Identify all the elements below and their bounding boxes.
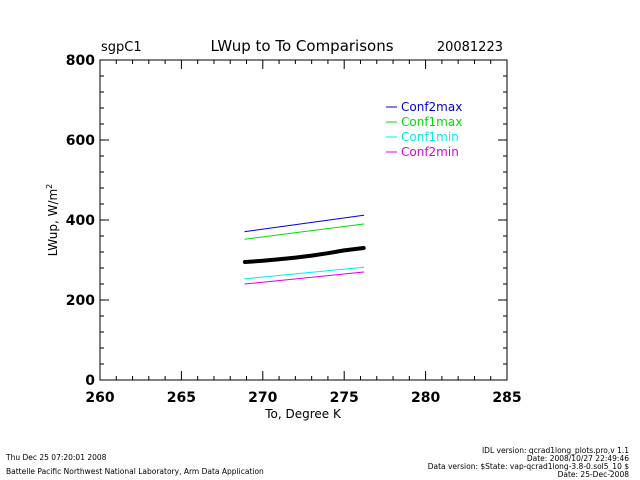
date-label: 20081223 (437, 40, 503, 55)
y-tick-label: 800 (66, 53, 95, 69)
y-axis-label: LWup, W/m2 (45, 184, 60, 257)
tick-labels: 260 265 270 275 280 285 0 200 400 600 800 (66, 53, 522, 406)
y-axis-label-superscript: 2 (45, 184, 54, 189)
series-line-to (242, 246, 366, 264)
x-tick-label: 270 (248, 390, 277, 406)
y-axis-label-text: LWup, W/m (46, 189, 60, 256)
x-tick-label: 285 (492, 390, 521, 406)
series-line-conf2min (244, 271, 365, 285)
x-tick-label: 275 (330, 390, 359, 406)
x-tick-label: 260 (85, 390, 114, 406)
series-group (242, 214, 366, 285)
site-label: sgpC1 (101, 40, 142, 55)
y-axis-label-group: LWup, W/m2 (45, 184, 60, 257)
y-tick-label: 200 (66, 293, 95, 309)
series-line-conf2max (244, 214, 365, 233)
chart-title: LWup to To Comparisons (210, 37, 393, 55)
footer-idl-version: IDL version: qcrad1long_plots.pro,v 1.1 (482, 446, 629, 455)
series-line-conf1min (244, 266, 365, 280)
y-tick-label: 600 (66, 133, 95, 149)
series-line-conf1max (244, 223, 365, 240)
legend-label-conf1max: Conf1max (401, 115, 462, 129)
y-tick-label: 400 (66, 213, 95, 229)
footer-data-date: Date: 25-Dec-2008 (558, 470, 630, 479)
x-tick-label: 280 (411, 390, 440, 406)
x-axis-label: To, Degree K (264, 407, 342, 421)
legend-label-conf2min: Conf2min (401, 145, 459, 159)
footer-timestamp: Thu Dec 25 07:20:01 2008 (5, 453, 107, 462)
legend-label-conf2max: Conf2max (401, 100, 462, 114)
y-tick-label: 0 (85, 373, 95, 389)
footer-org: Battelle Pacific Northwest National Labo… (6, 467, 264, 476)
footer-data-version: Data version: $State: vap-qcrad1long-3.8… (428, 462, 630, 471)
legend-label-conf1min: Conf1min (401, 130, 459, 144)
footer-idl-date: Date: 2008/10/27 22:49:46 (527, 454, 629, 463)
axis-ticks (99, 59, 508, 381)
x-tick-label: 265 (167, 390, 196, 406)
